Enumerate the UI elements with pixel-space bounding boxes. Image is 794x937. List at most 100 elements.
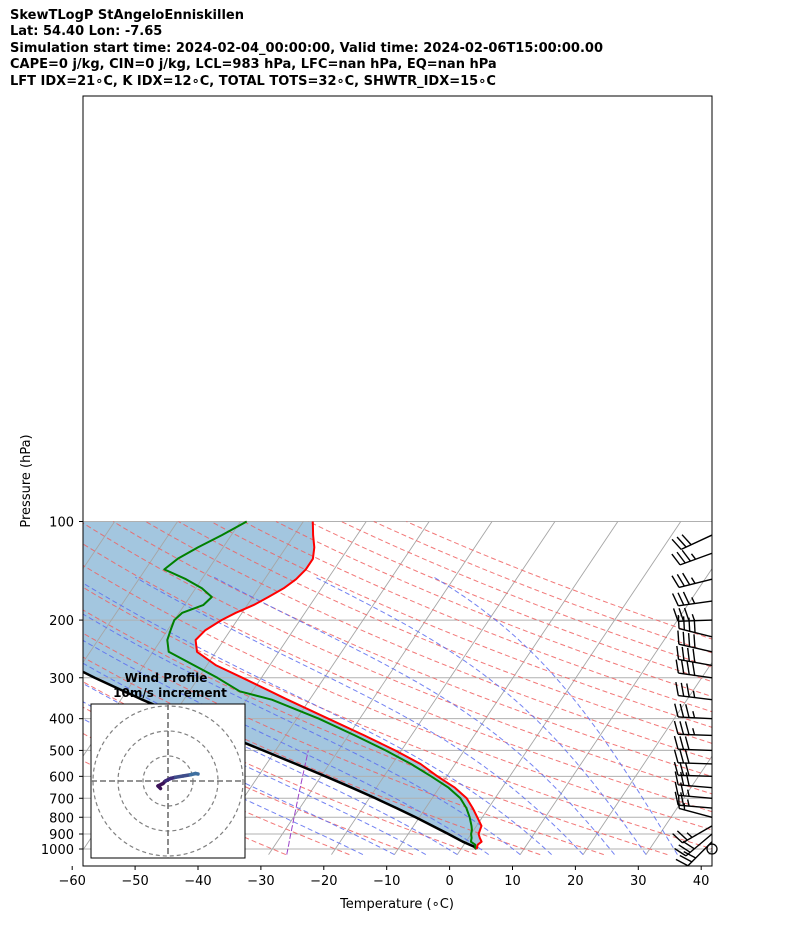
y-tick-label: 1000 [41,843,74,858]
wind-barb [675,682,713,701]
barb-flag [676,551,686,564]
barb-shaft [687,841,713,867]
moist-adiabat [433,576,678,855]
header-station: SkewTLogP StAngeloEnniskillen [10,8,244,23]
wind-barb [671,549,713,566]
x-tick-label: 40 [693,874,710,889]
wind-barb [675,841,713,867]
barb-flag [677,592,685,606]
isotherm [331,521,556,855]
header-latlon: Lat: 54.40 Lon: -7.65 [10,24,163,40]
barb-flag [685,772,690,786]
dewpoint-line [163,520,477,850]
y-tick-label: 800 [49,811,74,826]
dry-adiabat [178,521,712,744]
x-tick-label: 10 [504,874,521,889]
barb-half-flag [686,789,690,797]
barb-flag [679,721,685,735]
barb-half-flag [686,799,690,807]
barb-shaft [678,658,713,667]
barb-flag [682,572,691,586]
barb-flag [672,608,679,622]
wind-barb [677,630,713,653]
moist-adiabat [315,576,647,855]
wind-barb [673,749,713,765]
barb-shaft [678,694,713,701]
barb-shaft [678,784,713,789]
x-tick-label: −60 [58,874,85,889]
inset-content [91,704,245,858]
dry-adiabat [406,521,712,640]
barb-flag [683,850,697,859]
wind-barb [676,645,713,667]
barb-flag [673,735,679,750]
barb-flag [684,721,690,735]
barb-flag [687,633,691,647]
barb-shaft [680,534,713,551]
barb-half-flag [692,728,696,735]
dry-adiabat [308,521,712,683]
inset-subtitle: 10m/s increment [113,686,227,700]
barb-half-flag [692,690,696,698]
wind-barb [671,591,713,607]
barb-flag [679,762,685,776]
barb-flag [673,761,679,776]
barb-shaft [678,794,713,799]
dry-adiabat [341,521,712,668]
isotherm [519,567,712,855]
barb-half-flag [686,832,693,838]
barb-half-flag [691,597,696,604]
barb-flag [674,791,679,806]
x-tick-label: −40 [184,874,211,889]
barb-shaft [677,733,713,737]
barb-flag [684,736,690,750]
isotherm [393,521,619,855]
barb-flag [674,703,679,718]
barb-flag [673,720,679,735]
barb-flag [681,534,692,546]
barb-flag [681,646,685,661]
wind-barb [677,794,713,818]
barb-flag [679,854,693,863]
barb-flag [683,607,690,622]
barb-flag [686,647,691,662]
x-tick-label: 0 [445,874,453,889]
barb-half-flag [690,553,697,560]
barb-flag [692,648,696,663]
plot-frame [82,95,713,867]
barb-flag [675,659,680,674]
moist-adiabat [83,613,521,855]
barb-flag [674,781,679,796]
calm-circle [706,843,718,855]
x-tick-label: −50 [121,874,148,889]
wind-barb [671,534,713,551]
header-times: Simulation start time: 2024-02-04_00:00:… [10,40,603,56]
dry-adiabat [145,521,712,761]
barb-flag [671,553,681,566]
barb-flag [674,847,687,857]
isotherm [582,661,712,855]
barb-shaft [678,807,713,818]
isotherm [268,521,493,855]
moist-adiabat [83,701,395,856]
wind-barb [674,833,713,857]
x-tick-label: −20 [310,874,337,889]
barb-flag [679,749,685,764]
isotherm [456,521,682,855]
isotherm [708,849,712,855]
moist-adiabat [135,576,584,855]
barb-flag [684,749,690,764]
barb-flag [674,771,679,785]
temperature-line [194,521,483,850]
barb-flag [680,682,685,697]
dry-adiabat [83,681,477,856]
barb-flag [676,536,687,548]
barb-flag [680,771,685,786]
y-axis-label: Pressure (hPa) [19,434,34,527]
dry-adiabat [243,521,712,713]
barb-flag [676,830,688,841]
x-tick-label: −30 [247,874,274,889]
wind-barb [674,791,713,809]
mixing-ratio-line [286,750,309,855]
